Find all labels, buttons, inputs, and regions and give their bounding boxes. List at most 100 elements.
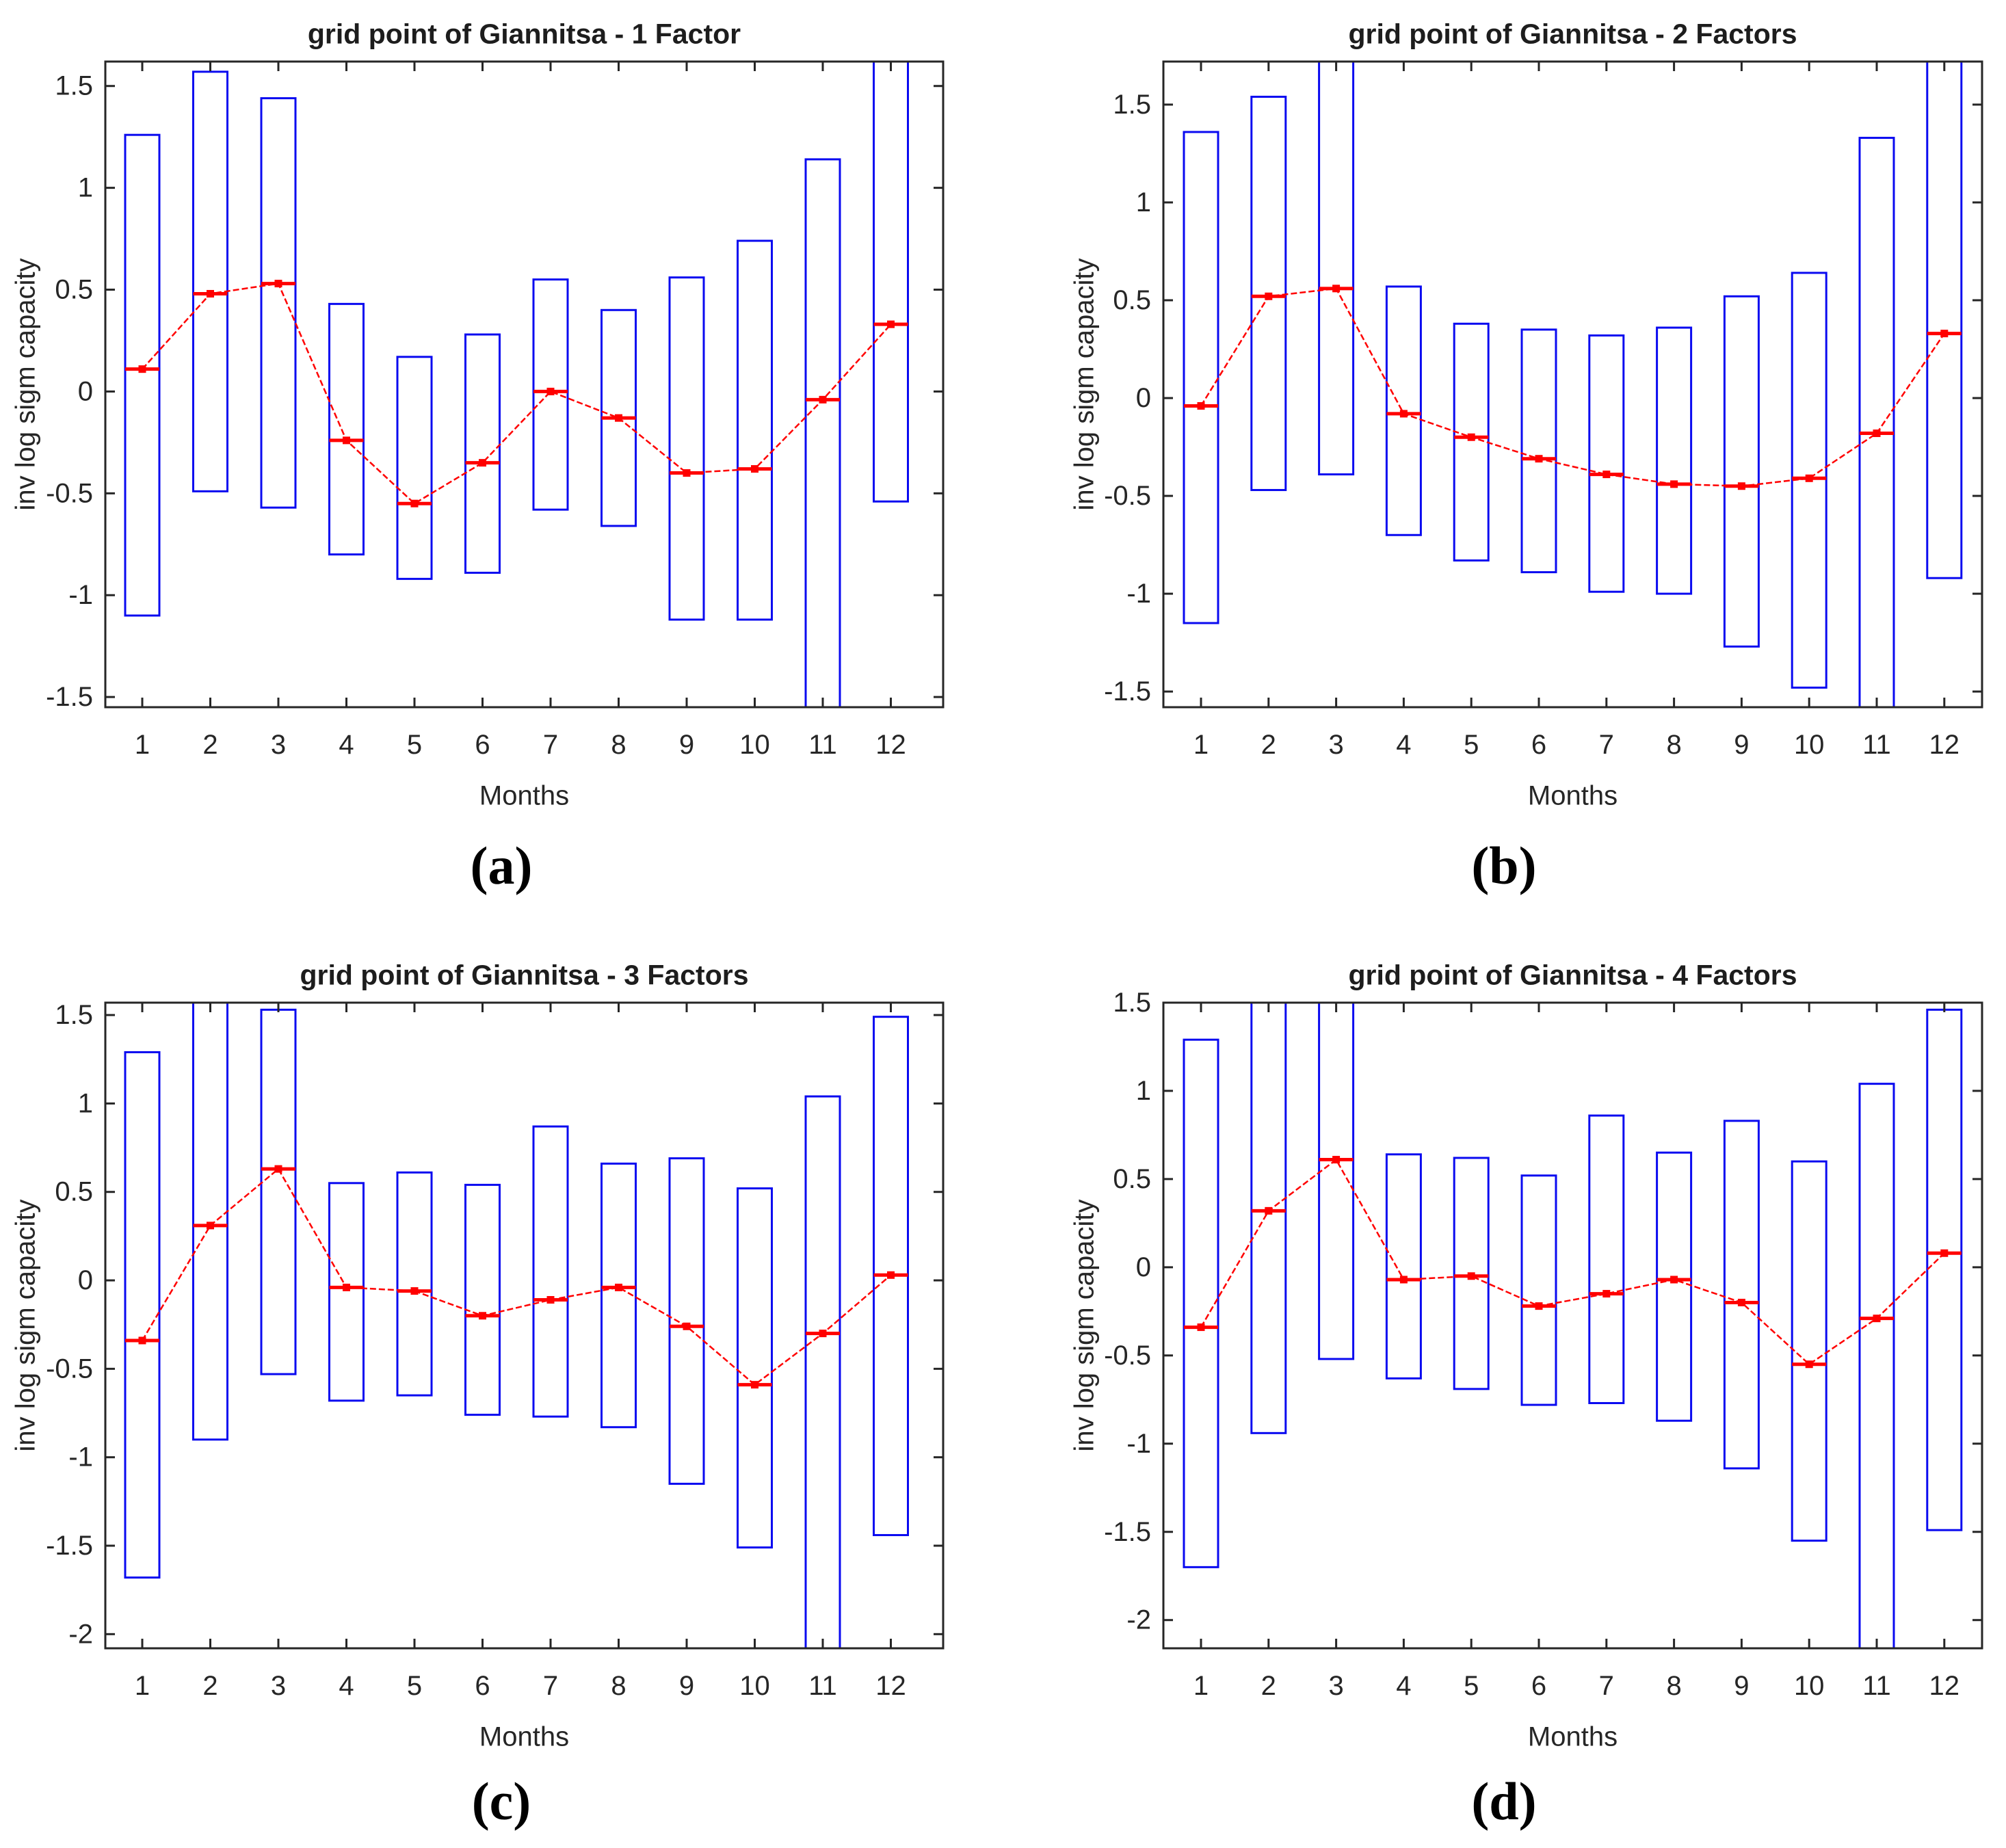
mean-marker-month-12 [887,320,895,328]
x-tick-label: 12 [875,1671,906,1701]
x-tick-label: 12 [1929,730,1960,760]
y-tick-label: 1 [78,173,93,203]
range-box-month-11 [804,1095,841,1648]
y-tick-label: 1 [1136,1076,1151,1106]
range-box-month-8 [1656,326,1693,595]
mean-marker-month-7 [1602,471,1611,479]
x-tick-label: 7 [543,730,558,760]
x-tick-label: 5 [407,730,422,760]
range-box-month-12 [1926,1008,1963,1531]
mean-marker-month-2 [1265,1206,1273,1215]
range-box-month-7 [1588,334,1625,593]
mean-marker-month-12 [1940,1249,1949,1257]
plot-canvas-d: 1 2 3 4 5 6 7 8 9 10 11 12-2-1.5-1-0.500.511.5 [1104,988,1983,1701]
mean-marker-month-7 [1602,1290,1611,1298]
mean-line [142,282,892,505]
range-box-month-11 [804,158,841,707]
mean-marker-month-10 [751,1381,758,1389]
range-box-month-10 [737,1187,773,1549]
x-tick-label: 5 [1464,730,1479,760]
range-box-month-2 [1250,1003,1287,1434]
range-box-month-5 [1453,1157,1490,1390]
mean-marker-month-2 [207,1222,214,1230]
mean-marker-month-11 [819,1330,827,1338]
x-tick-label: 9 [679,1671,694,1701]
mean-marker-month-1 [1197,1323,1205,1332]
mean-marker-month-7 [546,1295,555,1304]
x-tick-label: 2 [1261,730,1276,760]
range-box-month-12 [1926,62,1963,579]
y-tick-label: -0.5 [46,1354,93,1384]
x-axis-title: Months [479,780,570,811]
subplot-d: grid point of Giannitsa - 4 Factors inv … [1003,924,2005,1848]
y-tick-label: 1.5 [55,71,93,101]
mean-marker-month-9 [683,469,691,477]
plot-canvas-b: 1 2 3 4 5 6 7 8 9 10 11 12-1.5-1-0.500.511.5 [1104,60,1983,760]
x-tick-label: 1 [135,730,150,760]
x-tick-label: 1 [1193,730,1209,760]
mean-marker-month-4 [343,436,350,445]
range-boxes-layer [124,62,909,707]
mean-series-layer [125,280,908,507]
range-box-month-9 [1723,1120,1760,1470]
axis-box [1162,60,1983,709]
mean-marker-month-3 [1332,285,1341,293]
range-box-month-10 [1791,1160,1827,1542]
axis-layer: 1 2 3 4 5 6 7 8 9 10 11 12-2-1.5-1-0.500.511.5 [1104,988,1983,1701]
range-box-month-9 [1723,295,1760,648]
range-box-month-2 [192,70,228,492]
mean-series-layer [125,1165,908,1389]
mean-marker-month-6 [1535,455,1543,463]
x-tick-label: 11 [808,730,837,760]
axis-box [1162,1001,1983,1650]
range-box-month-4 [1385,1153,1422,1380]
x-axis-title: Months [1527,1721,1618,1752]
mean-marker-month-6 [1535,1302,1543,1310]
mean-series-layer [1184,285,1962,490]
range-box-month-9 [668,1157,705,1485]
mean-marker-month-1 [1197,401,1205,410]
range-box-month-5 [1453,322,1490,562]
x-tick-label: 10 [739,730,770,760]
mean-marker-month-5 [1467,1272,1475,1280]
y-tick-label: 0 [1136,1252,1151,1282]
mean-marker-month-12 [887,1271,895,1279]
range-box-month-11 [1858,1083,1895,1648]
y-tick-label: -1 [1126,579,1151,609]
axis-layer: 1 2 3 4 5 6 7 8 9 10 11 12-1.5-1-0.500.511.5 [1104,60,1983,760]
mean-marker-month-10 [1805,1360,1813,1369]
mean-marker-month-4 [1399,1276,1408,1284]
plot-canvas-c: 1 2 3 4 5 6 7 8 9 10 11 12-2-1.5-1-0.500.511.5 [46,1000,945,1701]
x-tick-label: 6 [475,730,490,760]
x-tick-label: 3 [1328,730,1343,760]
mean-marker-month-8 [1670,480,1678,488]
x-tick-label: 6 [1531,1671,1546,1701]
y-tick-label: 0.5 [55,275,93,305]
x-tick-label: 2 [202,730,217,760]
x-tick-label: 7 [543,1671,558,1701]
range-box-month-2 [1250,95,1287,491]
range-box-month-6 [1520,1174,1557,1406]
x-tick-label: 3 [271,1671,286,1701]
mean-marker-month-3 [274,280,282,288]
mean-marker-month-9 [1737,1298,1745,1306]
range-box-month-1 [124,133,161,617]
y-tick-label: 0.5 [1113,1164,1151,1194]
x-tick-label: 11 [808,1671,837,1701]
x-tick-label: 4 [1396,730,1411,760]
mean-marker-month-4 [343,1283,350,1291]
x-tick-label: 9 [1734,730,1749,760]
axis-layer: 1 2 3 4 5 6 7 8 9 10 11 12-2-1.5-1-0.500.511.5 [46,1000,945,1701]
mean-marker-month-11 [1873,430,1881,438]
y-tick-label: -1.5 [46,682,93,712]
x-tick-label: 5 [407,1671,422,1701]
mean-marker-month-5 [410,1287,419,1295]
y-tick-label: 0 [78,376,93,406]
y-tick-label: 1.5 [55,1000,93,1030]
mean-marker-month-8 [615,1283,622,1291]
x-tick-label: 4 [339,1671,354,1701]
y-tick-label: 0 [78,1265,93,1295]
range-box-month-7 [532,1125,569,1418]
subfigure-caption: (a) [470,836,533,895]
range-box-month-2 [192,1003,228,1441]
